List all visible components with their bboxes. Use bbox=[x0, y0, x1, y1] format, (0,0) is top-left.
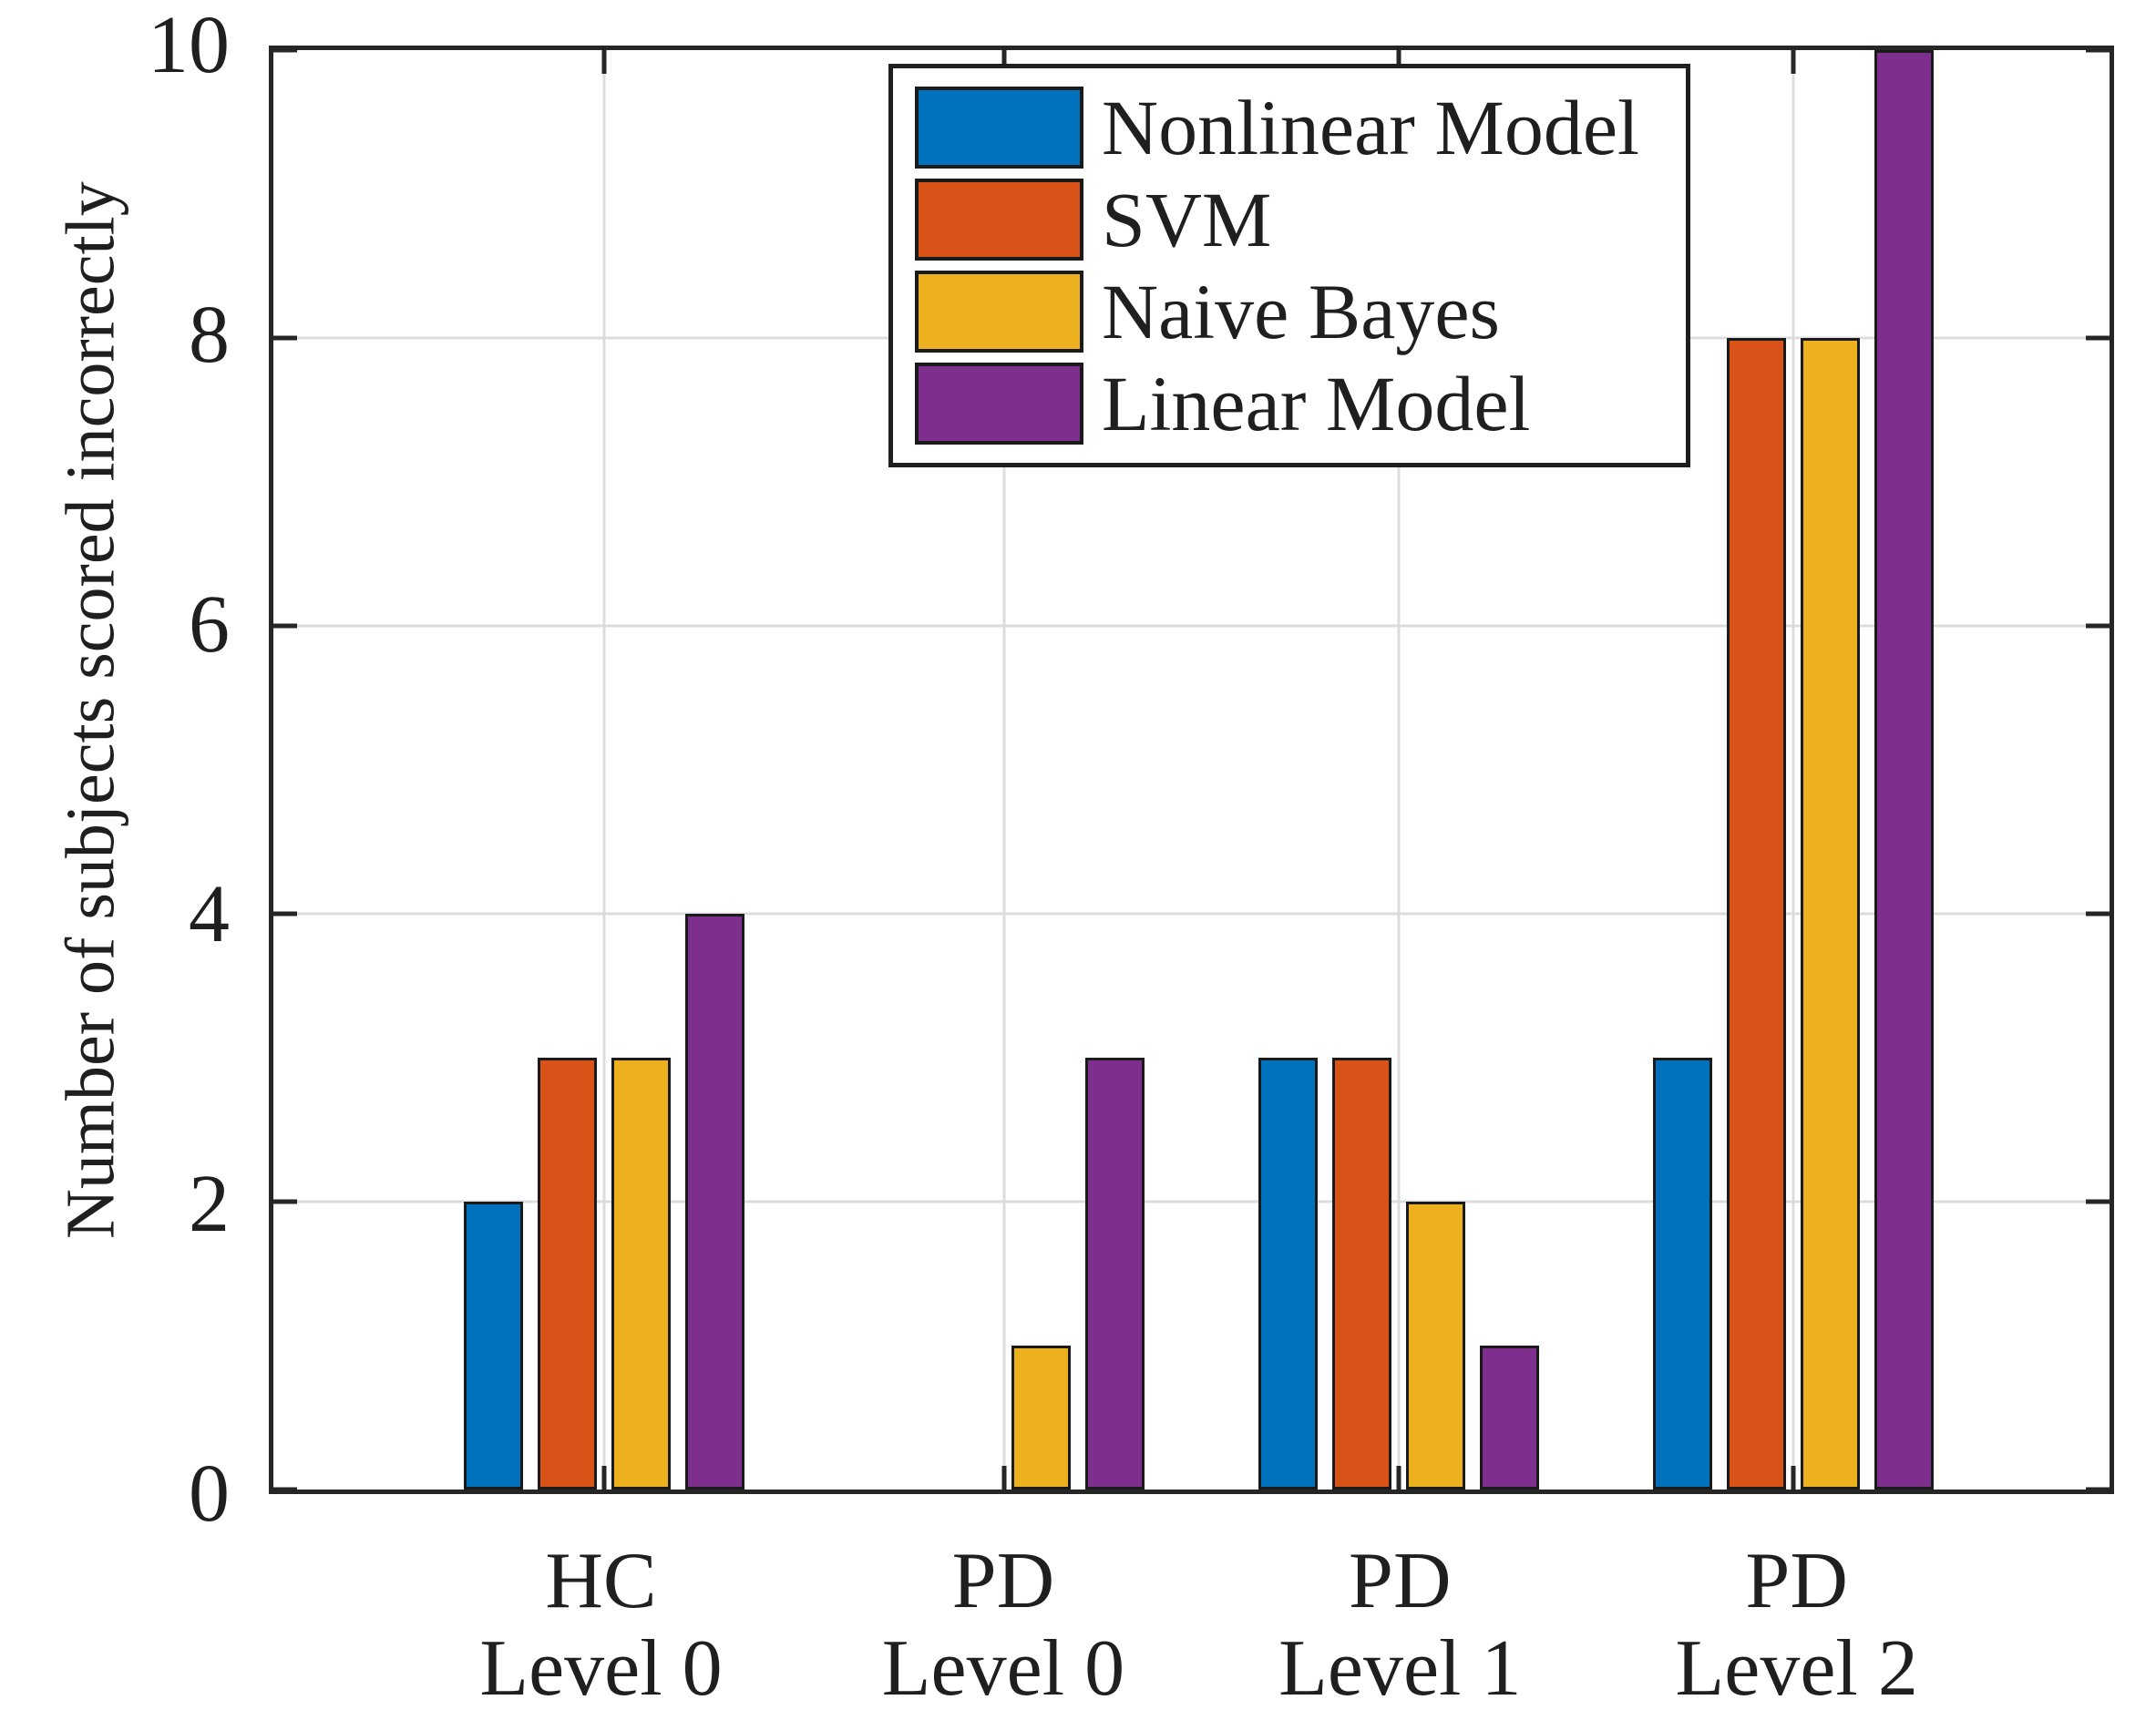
bar-group-pd-level-2 bbox=[1653, 50, 1935, 1490]
bar-nonlinear-model bbox=[1258, 1058, 1319, 1490]
bar-naive-bayes bbox=[611, 1058, 671, 1490]
y-tick-mark-4 bbox=[2086, 911, 2110, 916]
v-gridline-pd-level-2 bbox=[1792, 50, 1795, 1490]
legend-label-naive-bayes: Naive Bayes bbox=[1102, 268, 1501, 355]
y-tick-mark-8 bbox=[2086, 335, 2110, 341]
x-tick-mark-2 bbox=[1001, 50, 1007, 74]
bar-svm bbox=[537, 1058, 597, 1490]
x-tick-mark-1 bbox=[601, 50, 607, 74]
y-tick-label-8: 8 bbox=[189, 290, 230, 380]
bar-svm bbox=[1727, 338, 1787, 1490]
y-tick-label-2: 2 bbox=[189, 1159, 230, 1249]
y-tick-mark-6 bbox=[273, 623, 297, 629]
legend-swatch-linear-model bbox=[915, 363, 1083, 445]
v-gridline-hc-level-0 bbox=[602, 50, 606, 1490]
y-tick-label-0: 0 bbox=[189, 1449, 230, 1539]
x-tick-mark-2 bbox=[1001, 1466, 1007, 1490]
y-tick-label-6: 6 bbox=[189, 579, 230, 670]
y-tick-mark-2 bbox=[2086, 1199, 2110, 1204]
x-tick-label-pd-level-1: PD Level 1 bbox=[1278, 1538, 1521, 1710]
x-tick-mark-1 bbox=[601, 1466, 607, 1490]
legend-item-naive-bayes: Naive Bayes bbox=[915, 271, 1664, 353]
y-tick-mark-0 bbox=[2086, 1487, 2110, 1492]
x-tick-mark-4 bbox=[1791, 50, 1796, 74]
y-tick-mark-10 bbox=[273, 47, 297, 53]
h-gridline-2 bbox=[273, 1200, 2110, 1203]
bar-group-pd-level-0 bbox=[864, 50, 1145, 1490]
x-tick-label-line1: HC bbox=[545, 1537, 657, 1625]
bar-nonlinear-model bbox=[1653, 1058, 1713, 1490]
y-tick-mark-0 bbox=[273, 1487, 297, 1492]
bar-group-pd-level-1 bbox=[1258, 50, 1540, 1490]
legend-swatch-naive-bayes bbox=[915, 271, 1083, 353]
x-tick-mark-3 bbox=[1396, 1466, 1401, 1490]
legend-label-linear-model: Linear Model bbox=[1102, 360, 1531, 447]
bar-group-hc-level-0 bbox=[463, 50, 744, 1490]
y-tick-label-4: 4 bbox=[189, 869, 230, 959]
h-gridline-6 bbox=[273, 624, 2110, 628]
x-tick-label-line2: Level 0 bbox=[881, 1624, 1125, 1710]
x-tick-label-hc-level-0: HC Level 0 bbox=[479, 1538, 722, 1710]
bar-naive-bayes bbox=[1011, 1346, 1071, 1490]
legend-item-svm: SVM bbox=[915, 179, 1664, 261]
y-tick-label-10: 10 bbox=[148, 0, 230, 90]
x-tick-mark-4 bbox=[1791, 1466, 1796, 1490]
legend: Nonlinear Model SVM Naive Bayes Linear Mode… bbox=[888, 64, 1690, 467]
bar-nonlinear-model bbox=[463, 1202, 523, 1490]
legend-item-nonlinear-model: Nonlinear Model bbox=[915, 87, 1664, 169]
bar-linear-model bbox=[1480, 1346, 1540, 1490]
x-tick-label-line2: Level 2 bbox=[1675, 1624, 1918, 1710]
v-gridline-pd-level-0 bbox=[1002, 50, 1006, 1490]
bar-linear-model bbox=[1874, 50, 1935, 1490]
bar-svm bbox=[1332, 1058, 1392, 1490]
legend-label-nonlinear-model: Nonlinear Model bbox=[1102, 84, 1639, 171]
x-tick-mark-3 bbox=[1396, 50, 1401, 74]
legend-label-svm: SVM bbox=[1102, 176, 1272, 263]
x-tick-label-pd-level-0: PD Level 0 bbox=[882, 1538, 1124, 1710]
x-tick-label-line1: PD bbox=[951, 1537, 1055, 1625]
x-tick-label-line2: Level 1 bbox=[1278, 1624, 1522, 1710]
y-tick-mark-2 bbox=[273, 1199, 297, 1204]
y-tick-mark-4 bbox=[273, 911, 297, 916]
legend-item-linear-model: Linear Model bbox=[915, 363, 1664, 445]
y-tick-mark-10 bbox=[2086, 47, 2110, 53]
x-tick-label-line2: Level 0 bbox=[479, 1624, 723, 1710]
legend-swatch-nonlinear-model bbox=[915, 87, 1083, 169]
h-gridline-4 bbox=[273, 912, 2110, 916]
bar-linear-model bbox=[684, 914, 744, 1490]
v-gridline-pd-level-1 bbox=[1397, 50, 1401, 1490]
y-tick-mark-6 bbox=[2086, 623, 2110, 629]
x-tick-label-line1: PD bbox=[1349, 1537, 1452, 1625]
x-tick-labels: HC Level 0 PD Level 0 PD Level 1 PD Level 2 bbox=[269, 1538, 2114, 1710]
x-tick-label-pd-level-2: PD Level 2 bbox=[1676, 1538, 1918, 1710]
y-tick-labels: 0 2 4 6 8 10 bbox=[0, 5, 230, 1535]
y-tick-mark-8 bbox=[273, 335, 297, 341]
bar-naive-bayes bbox=[1406, 1202, 1466, 1490]
bar-linear-model bbox=[1084, 1058, 1145, 1490]
legend-swatch-svm bbox=[915, 179, 1083, 261]
bar-naive-bayes bbox=[1801, 338, 1861, 1490]
x-tick-label-line1: PD bbox=[1745, 1537, 1848, 1625]
